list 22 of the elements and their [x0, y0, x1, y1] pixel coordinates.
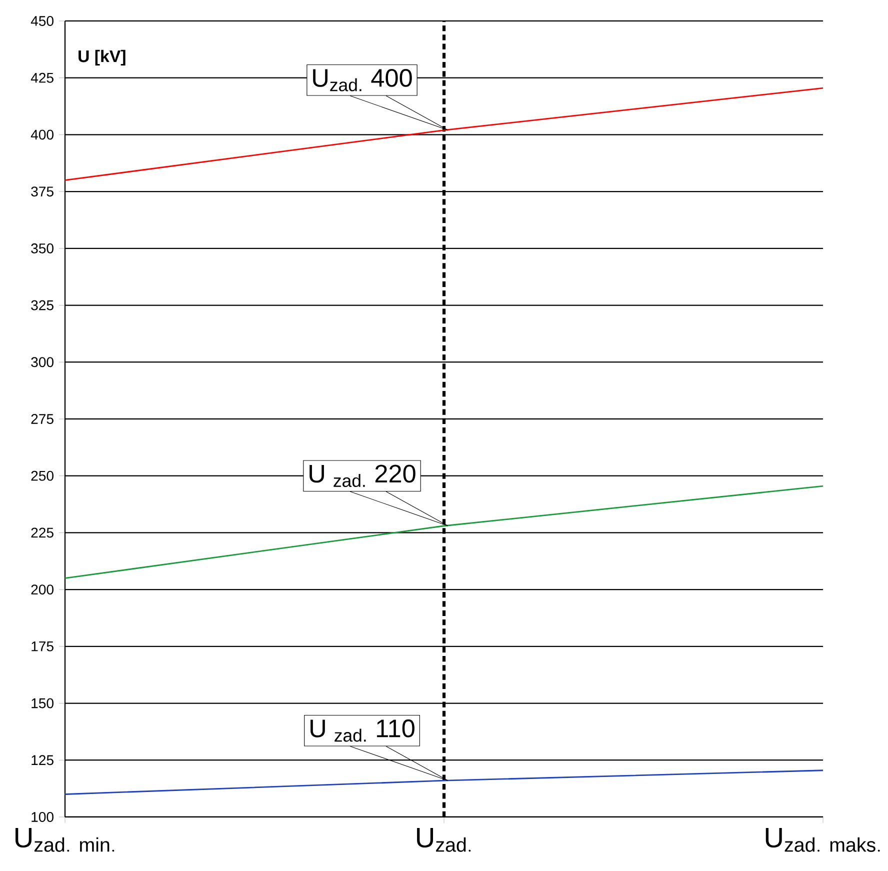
x-tick-label: $\mathrm{U}_{\mathrm{zad.\ min.}}$ — [16, 828, 114, 852]
y-tick-label: 350 — [31, 243, 54, 254]
x-tick-label: $\mathrm{U}_{\mathrm{zad.}}$ — [417, 828, 471, 852]
y-tick-label: 125 — [32, 755, 54, 766]
y-tick-label: 175 — [32, 642, 54, 652]
y-tick-label: 300 — [31, 357, 54, 368]
y-tick-label: 100 — [32, 812, 54, 822]
y-tick-label: 250 — [31, 470, 54, 481]
y-tick-label: 200 — [31, 584, 54, 595]
x-tick-label: $\mathrm{U}_{\mathrm{zad.\ maks.}}$ — [766, 828, 880, 852]
annotation: U $_{zad.}$ 110 — [310, 719, 414, 742]
annotation: U$_{zad.}$ 400 — [313, 68, 412, 92]
y-tick-label: 150 — [32, 698, 54, 708]
y-tick-label: 375 — [31, 186, 54, 197]
annotation: U $_{zad.}$ 220 — [310, 464, 416, 488]
y-tick-label: 450 — [30, 16, 54, 26]
y-tick-label: 400 — [30, 130, 54, 140]
y-axis-title: U [kV] — [78, 50, 126, 66]
y-tick-label: 225 — [31, 528, 54, 538]
y-tick-label: 275 — [31, 414, 54, 424]
y-tick-label: 425 — [30, 72, 54, 83]
y-tick-label: 325 — [31, 300, 54, 310]
